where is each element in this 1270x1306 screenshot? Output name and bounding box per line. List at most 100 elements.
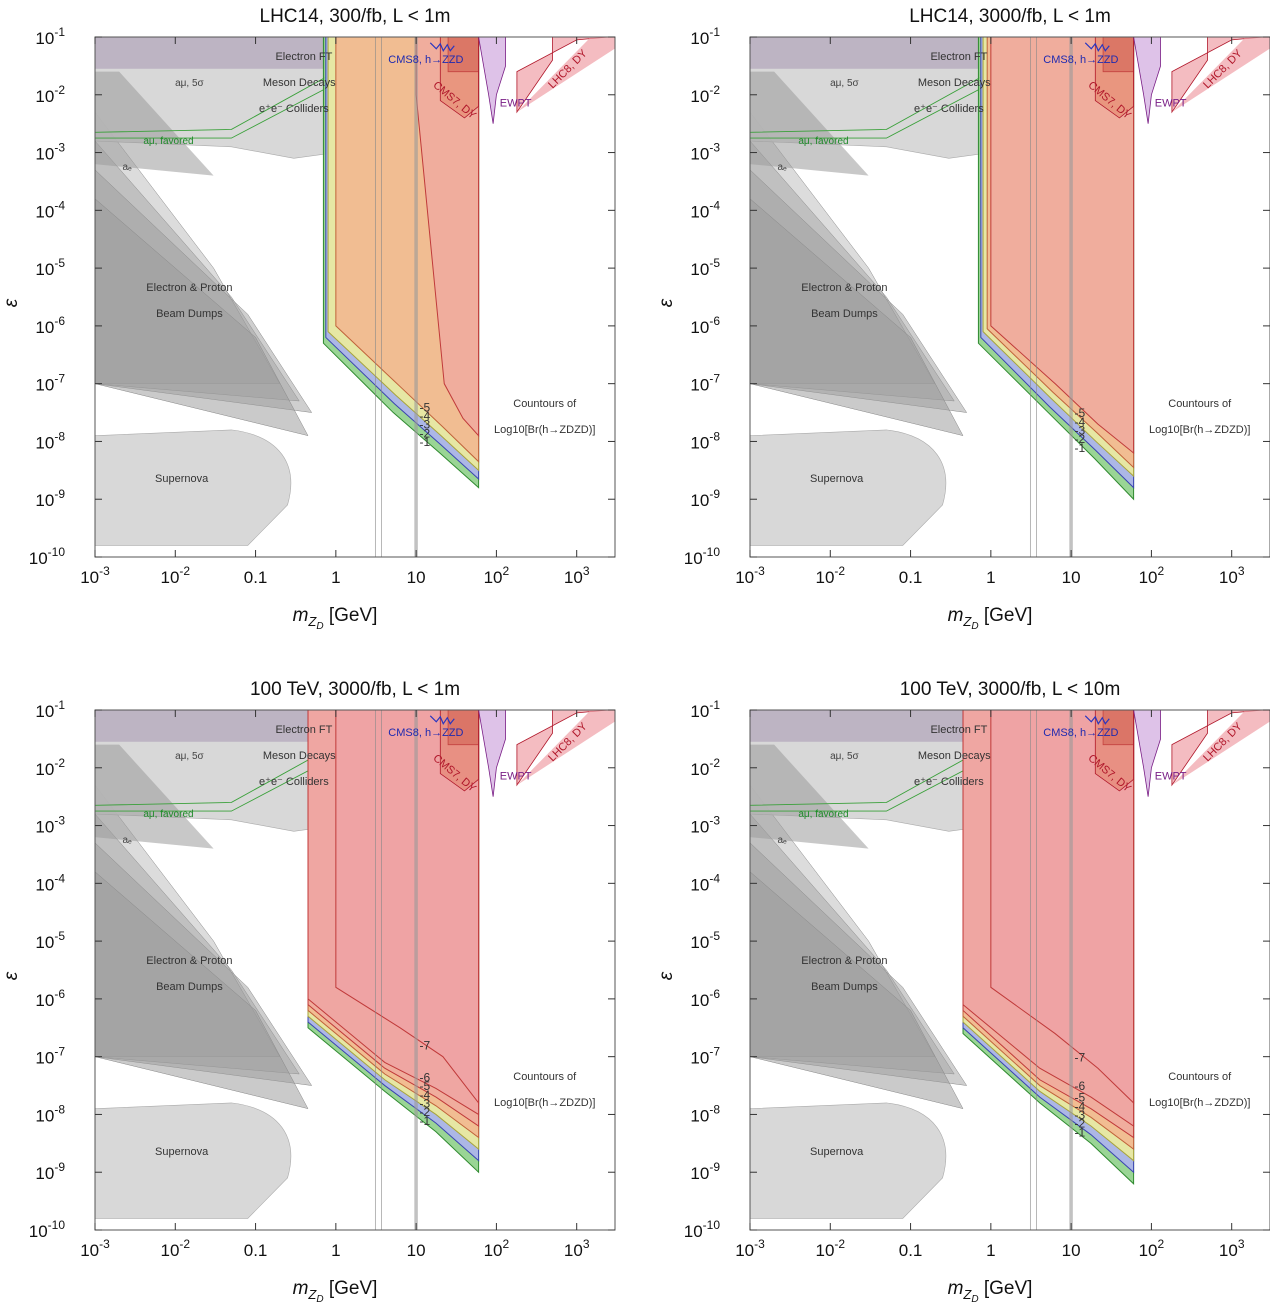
plot-area: [95, 710, 615, 1230]
label-beam-dumps-2: Beam Dumps: [156, 981, 223, 993]
lhc8-dy-region: [1171, 37, 1264, 114]
y-tick-label: 10-3: [35, 141, 65, 164]
x-tick-label: 102: [484, 1237, 510, 1260]
y-tick-label: 10-1: [35, 698, 65, 721]
y-tick-label: 10-2: [35, 756, 65, 779]
contour-region-7: [335, 710, 480, 1105]
label-a-mu: aμ, 5σ: [175, 751, 204, 762]
y-tick-label: 10-9: [35, 487, 65, 510]
y-tick-label: 10-9: [35, 1160, 65, 1183]
x-tick-label: 10-3: [735, 564, 765, 587]
y-tick-label: 10-3: [35, 814, 65, 837]
ewpt-region: [1133, 37, 1161, 124]
label-supernova: Supernova: [810, 473, 864, 485]
chart-title: 100 TeV, 3000/fb, L < 1m: [250, 679, 460, 700]
y-tick-label: 10-2: [690, 83, 720, 106]
label-beam-dumps-1: Electron & Proton: [146, 282, 232, 294]
x-tick-label: 10: [1062, 1241, 1081, 1260]
upsilon-band: [1069, 37, 1073, 557]
upsilon-band: [414, 37, 418, 557]
label-ee-colliders: e⁺e⁻ Colliders: [914, 103, 984, 115]
x-tick-label: 10-2: [160, 564, 190, 587]
plot-area: [750, 37, 1270, 557]
label-a-e: aₑ: [777, 835, 787, 846]
y-tick-label: 10-8: [690, 1102, 720, 1125]
x-tick-label: 1: [986, 568, 995, 587]
supernova-region: [95, 429, 292, 546]
contours-label-2: Log10[Br(h→ZDZD)]: [494, 424, 595, 436]
y-tick-label: 10-9: [690, 487, 720, 510]
contour-level-label: -6: [1074, 1079, 1085, 1093]
x-tick-label: 10-3: [735, 1237, 765, 1260]
cms8-hzzd-curve: [429, 42, 455, 53]
lhc8-dy-tail: [1171, 710, 1270, 786]
x-tick-label: 103: [1219, 1237, 1245, 1260]
x-tick-label: 0.1: [244, 1241, 268, 1260]
y-tick-label: 10-1: [690, 698, 720, 721]
lhc8-dy-region: [1171, 710, 1264, 787]
cms7-dy-edge: [439, 37, 480, 119]
chart-panel-2: 10-3 10-2 0.1 1 10 102 103 10-1 10-2 10-3 10-4 10-5…: [656, 6, 1270, 632]
contour-level-label: -3: [419, 1097, 430, 1111]
chart-panel-1: 10-3 10-2 0.1 1 10 102 103 10-1 10-2 10-3 10-4 10-5…: [1, 6, 616, 632]
cms8-hzzd-curve: [1084, 715, 1110, 726]
contours-label-1: Countours of: [513, 398, 577, 410]
label-a-e: aₑ: [777, 162, 787, 173]
label-beam-dumps-1: Electron & Proton: [801, 955, 887, 967]
beam-dump-region: [95, 871, 309, 1110]
label-beam-dumps-2: Beam Dumps: [811, 981, 878, 993]
y-tick-label: 10-5: [35, 929, 65, 952]
a-mu-region: [95, 744, 214, 849]
contour-level-label: -1: [1074, 1125, 1085, 1139]
label-meson-decays: Meson Decays: [263, 77, 336, 89]
contours-label-1: Countours of: [1168, 398, 1232, 410]
x-tick-label: 103: [1219, 564, 1245, 587]
contour-level-label: -4: [1074, 415, 1085, 429]
y-tick-label: 10-6: [690, 314, 720, 337]
y-tick-label: 10-4: [35, 198, 65, 221]
lhc8-dy-tail: [516, 710, 615, 786]
y-axis-label: ε: [656, 298, 677, 307]
lhc8-dy-region: [516, 710, 609, 787]
label-ewpt: EWPT: [500, 97, 532, 109]
contours-label-1: Countours of: [1168, 1071, 1232, 1083]
contour-level-label: -3: [419, 418, 430, 432]
ewpt-region: [478, 37, 506, 124]
contour-level-label: -2: [1074, 432, 1085, 446]
x-tick-label: 10-2: [815, 1237, 845, 1260]
contours-label-2: Log10[Br(h→ZDZD)]: [1149, 1097, 1250, 1109]
y-tick-label: 10-10: [684, 545, 721, 568]
x-axis-label: mZD [GeV]: [293, 605, 378, 632]
label-supernova: Supernova: [810, 1146, 864, 1158]
a-mu-region: [95, 71, 214, 176]
y-tick-label: 10-5: [35, 256, 65, 279]
label-a-mu: aμ, 5σ: [830, 751, 859, 762]
contour-level-label: -5: [1074, 406, 1085, 420]
label-a-mu-favored: aμ, favored: [798, 136, 848, 147]
y-tick-label: 10-4: [690, 871, 720, 894]
x-tick-label: 103: [564, 564, 590, 587]
label-meson-decays: Meson Decays: [918, 77, 991, 89]
x-tick-label: 10-3: [80, 1237, 110, 1260]
label-beam-dumps-2: Beam Dumps: [811, 308, 878, 320]
label-a-mu: aμ, 5σ: [175, 78, 204, 89]
y-tick-label: 10-6: [690, 987, 720, 1010]
x-tick-label: 0.1: [244, 568, 268, 587]
chart-panel-4: 10-3 10-2 0.1 1 10 102 103 10-1 10-2 10-3 10-4 10-5…: [656, 679, 1270, 1305]
cms7-dy-edge: [1094, 37, 1134, 119]
upsilon-band: [1069, 710, 1073, 1230]
contour-level-label: -6: [419, 1071, 430, 1085]
lhc8-dy-tail: [516, 37, 615, 113]
x-tick-label: 10: [407, 1241, 426, 1260]
y-axis-label: ε: [1, 298, 22, 307]
cms8-hzzd-curve: [1084, 42, 1110, 53]
contour-level-label: -7: [419, 1039, 430, 1053]
y-axis-label: ε: [1, 971, 22, 980]
x-tick-label: 10-2: [160, 1237, 190, 1260]
upsilon-band: [414, 710, 418, 1230]
label-ee-colliders: e⁺e⁻ Colliders: [259, 103, 329, 115]
plot-frame: [94, 709, 616, 1231]
contours-label-2: Log10[Br(h→ZDZD)]: [1149, 424, 1250, 436]
x-tick-label: 103: [564, 1237, 590, 1260]
label-electron-ft: Electron FT: [275, 51, 332, 63]
